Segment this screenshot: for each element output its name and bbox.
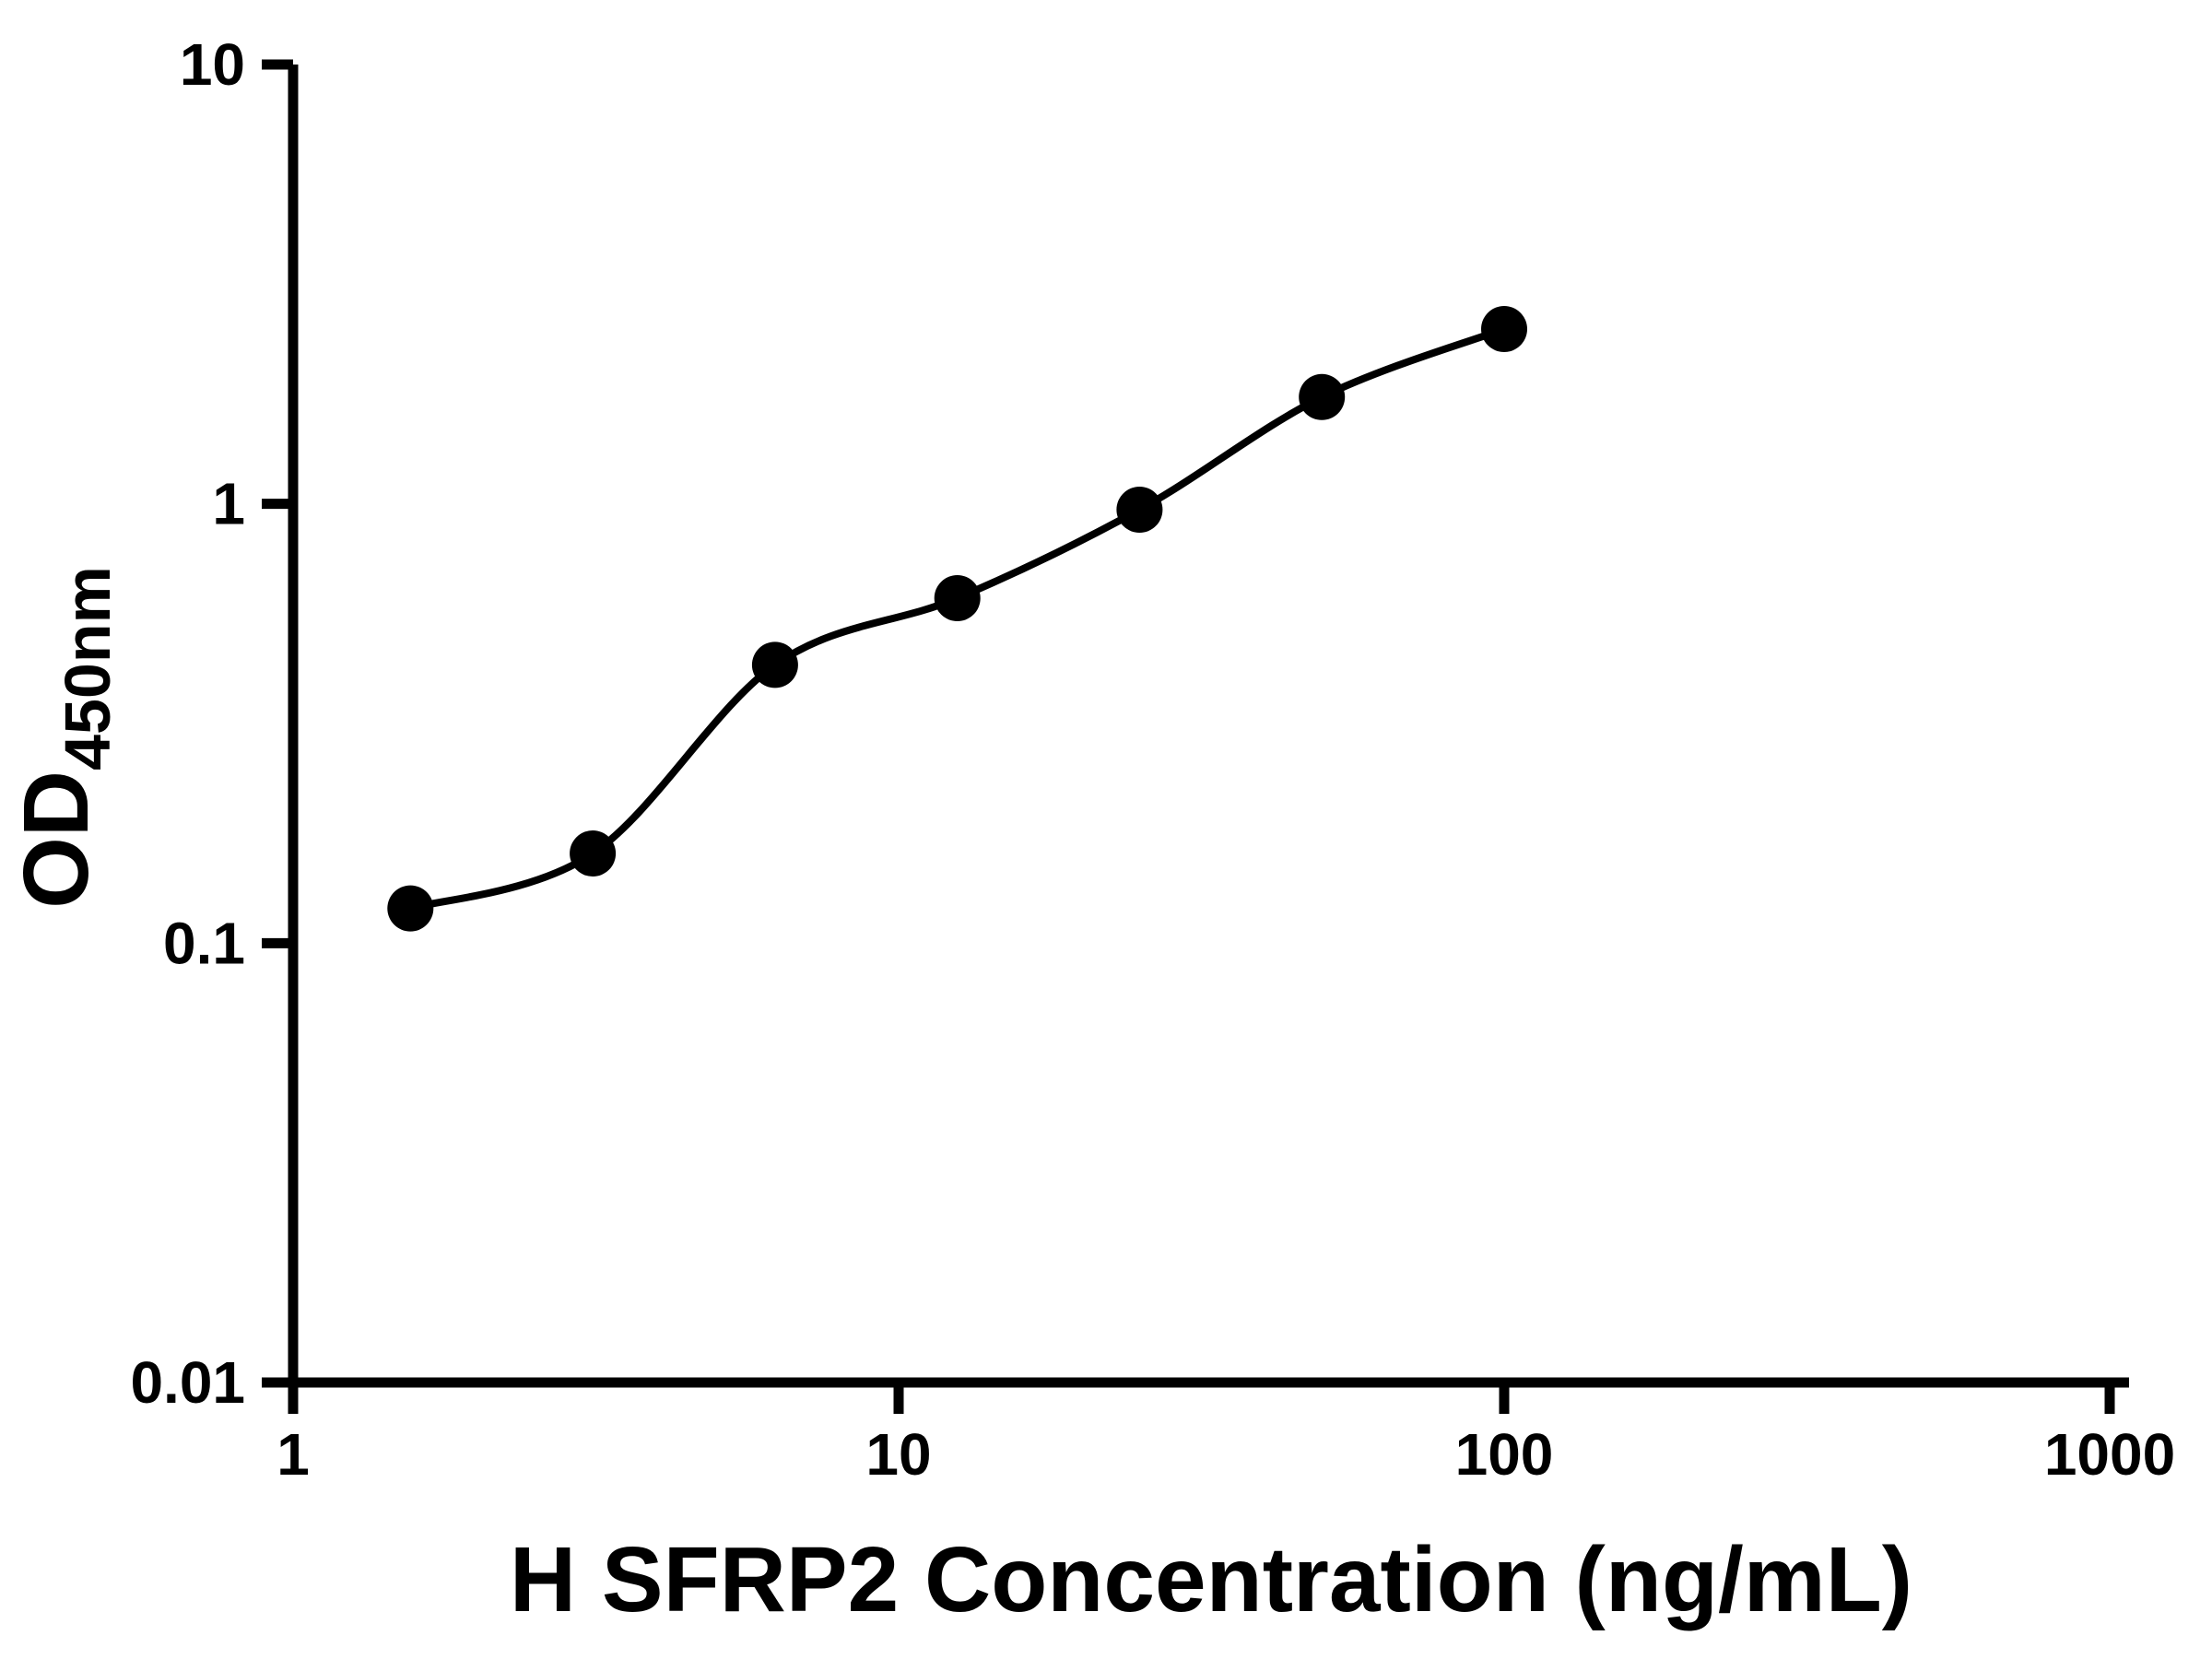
y-axis-title: OD450nm [5,566,124,909]
data-point [570,830,617,877]
data-point [1116,487,1163,533]
data-point [1481,306,1527,352]
x-tick-label: 1000 [2044,1421,2175,1488]
axes-frame [288,65,2129,1388]
plot-area: 1 10 100 1000 0.01 0.1 1 10 [130,31,2175,1488]
x-tick-label: 10 [865,1421,931,1488]
y-tick-label: 0.1 [163,910,245,976]
data-point [387,885,434,932]
y-tick-label: 0.01 [130,1349,245,1416]
x-tick-label: 100 [1455,1421,1554,1488]
y-tick-label: 1 [212,471,245,537]
y-axis-title-main: OD [5,771,108,909]
x-axis-title: H SFRP2 Concentration (ng/mL) [510,1528,1912,1631]
x-tick-label: 1 [276,1421,310,1488]
data-point [751,641,798,688]
data-point [934,575,981,621]
y-axis-title-subscript: 450nm [52,566,124,771]
data-point [1299,373,1346,420]
y-tick-label: 10 [180,31,245,98]
